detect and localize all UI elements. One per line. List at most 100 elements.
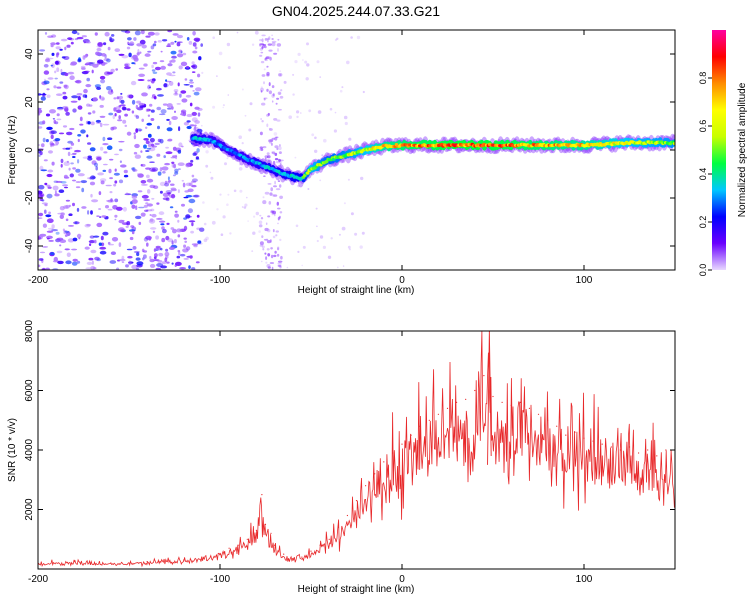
noise-blob	[81, 35, 87, 38]
noise-blob	[120, 92, 123, 95]
snr-point	[547, 419, 549, 421]
noise-blob	[271, 100, 274, 103]
noise-blob	[177, 162, 185, 166]
noise-blob	[276, 147, 279, 151]
noise-blob	[118, 242, 122, 248]
noise-blob	[105, 184, 112, 187]
noise-blob	[238, 163, 241, 166]
noise-blob	[66, 131, 73, 136]
noise-blob	[54, 193, 60, 197]
noise-blob	[69, 75, 75, 80]
noise-blob	[56, 237, 64, 241]
noise-blob	[44, 32, 48, 35]
noise-blob	[99, 246, 107, 250]
noise-blob	[220, 233, 224, 236]
noise-blob	[264, 191, 270, 195]
noise-blob	[118, 148, 123, 152]
noise-blob	[162, 197, 170, 201]
noise-blob	[77, 32, 80, 36]
noise-blob	[196, 227, 201, 230]
noise-blob	[131, 62, 135, 65]
snr-point	[264, 523, 267, 526]
snr-point	[556, 425, 558, 427]
noise-blob	[177, 168, 181, 170]
noise-blob	[131, 110, 135, 114]
noise-blob	[149, 103, 153, 107]
noise-blob	[171, 163, 175, 168]
noise-blob	[129, 41, 135, 46]
snr-point	[419, 425, 421, 427]
noise-blob	[158, 113, 166, 116]
noise-blob	[159, 181, 166, 187]
noise-blob	[278, 260, 283, 263]
noise-blob	[161, 237, 166, 243]
noise-blob	[126, 248, 133, 251]
noise-blob	[106, 86, 112, 91]
noise-blob	[85, 267, 93, 270]
snr-point	[465, 398, 467, 400]
noise-blob	[273, 254, 277, 258]
noise-blob	[362, 90, 365, 94]
noise-blob	[322, 245, 326, 249]
noise-blob	[274, 145, 279, 149]
noise-blob	[80, 180, 88, 184]
noise-blob	[227, 94, 230, 96]
noise-blob	[266, 66, 268, 68]
noise-blob	[118, 53, 125, 56]
noise-blob	[124, 63, 129, 67]
noise-blob	[145, 167, 151, 170]
noise-blob	[278, 151, 282, 155]
noise-blob	[149, 161, 155, 163]
noise-blob	[47, 77, 54, 80]
noise-blob	[333, 129, 337, 133]
noise-blob	[261, 38, 264, 43]
snr-point	[392, 452, 394, 454]
noise-blob	[272, 151, 276, 155]
noise-blob	[67, 37, 73, 40]
noise-blob	[139, 51, 142, 54]
noise-blob	[101, 53, 106, 57]
snr-point	[483, 375, 485, 377]
noise-blob	[77, 105, 83, 110]
noise-blob	[151, 64, 154, 69]
noise-blob	[70, 142, 75, 146]
noise-blob	[104, 31, 110, 37]
noise-blob	[62, 125, 68, 128]
noise-blob	[195, 39, 200, 43]
noise-blob	[191, 111, 197, 116]
noise-blob	[203, 238, 208, 243]
noise-blob	[143, 250, 148, 253]
noise-blob	[272, 160, 276, 165]
noise-blob	[64, 186, 68, 189]
snr-series-line	[38, 331, 675, 568]
noise-blob	[268, 82, 271, 87]
noise-blob	[56, 86, 62, 89]
noise-blob	[109, 158, 114, 161]
noise-blob	[38, 112, 41, 116]
noise-blob	[195, 157, 200, 161]
noise-blob	[59, 214, 64, 219]
noise-blob	[99, 115, 106, 118]
noise-blob	[174, 213, 180, 218]
noise-blob	[106, 58, 111, 63]
snr-y-ticks: 2000 4000 6000 8000	[24, 319, 675, 521]
noise-blob	[84, 246, 90, 250]
noise-blob	[265, 261, 268, 264]
colorbar-label: Normalized spectral amplitude	[737, 82, 748, 217]
snr-point	[656, 455, 658, 457]
snr-point	[219, 553, 221, 555]
noise-blob	[128, 260, 132, 266]
noise-blob	[271, 151, 274, 154]
noise-blobs	[38, 30, 365, 270]
noise-blob	[170, 59, 176, 63]
noise-blob	[66, 252, 71, 258]
noise-blob	[288, 115, 293, 119]
noise-blob	[99, 95, 102, 99]
snr-point	[274, 544, 276, 546]
noise-blob	[134, 143, 140, 149]
noise-blob	[50, 64, 54, 67]
noise-blob	[149, 184, 156, 189]
noise-blob	[38, 155, 41, 157]
snr-point	[337, 526, 339, 529]
noise-blob	[316, 239, 319, 243]
